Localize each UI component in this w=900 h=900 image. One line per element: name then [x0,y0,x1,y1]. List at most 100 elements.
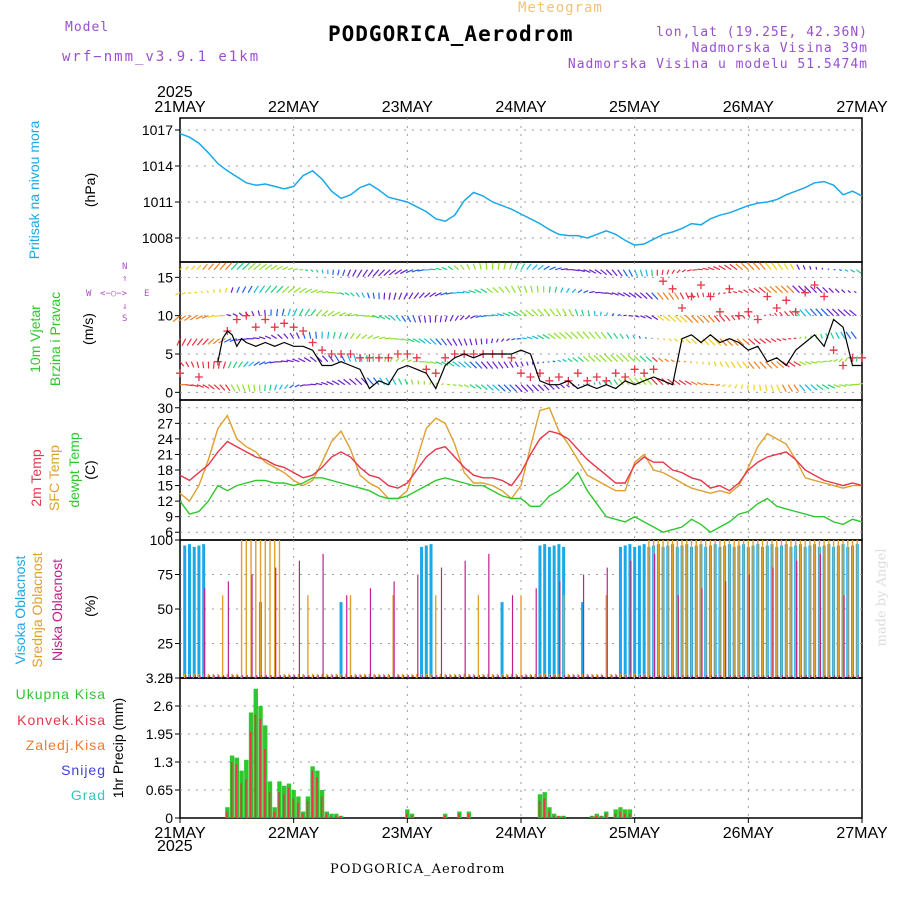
wind-vector [554,267,562,271]
wind-vector [690,381,698,386]
wind-vector [435,361,443,366]
cloud-low-bar [762,675,765,678]
cloud-mid-bar [771,540,773,678]
wind-vector [458,361,466,368]
wind-vector [466,264,471,270]
wind-vector [594,331,602,340]
wind-vector [733,290,738,294]
wind-vector [639,292,648,300]
cloud-mid-bar [468,673,470,678]
cloud-mid-bar [809,540,811,678]
cloud-low-bar [365,675,367,678]
wind-vector [383,269,391,276]
cloud-low-bar [322,553,324,678]
wind-vector [774,312,778,317]
wind-vector [299,384,306,387]
wind-vector [517,285,522,293]
gust-marker [431,369,440,378]
wind-vector [486,361,494,370]
cloud-mid-bar [330,673,333,678]
cloud-mid-bar [747,540,750,678]
cloud-mid-bar [615,673,617,678]
ytick-label-precip: 1.95 [146,726,173,742]
wind-vector [600,269,608,276]
wind-vector [735,263,744,271]
wind-vector [452,384,457,387]
ytick-label-temperature: 18 [157,462,173,478]
cloud-low-bar [810,675,812,678]
cloud-mid-bar [766,540,768,678]
cloud-low-bar [564,675,566,678]
year-top: 2025 [157,84,193,101]
wind-vector [764,384,768,392]
cloud-mid-bar [847,540,849,678]
ytick-label-pressure: 1017 [142,122,173,138]
cloud-mid-bar [292,673,295,678]
cloud-low-bar [331,675,334,678]
footer-station: PODGORICA_Aerodrom [330,862,506,877]
gust-marker [829,346,838,355]
wind-vector [214,315,220,318]
wind-vector [627,354,636,363]
wind-vector [531,361,534,365]
wind-vector [338,312,347,317]
wind-vector [196,264,202,271]
cloud-mid-bar [529,673,532,678]
cloud-mid-bar [207,673,210,678]
wind-vector [557,359,562,363]
cloud-low-bar [185,675,187,678]
wind-vector [372,269,380,277]
cloud-mid-bar [832,540,835,678]
cloud-high-bar [623,545,627,678]
cloud-low-bar [805,675,807,678]
wind-vector [728,384,732,388]
wind-vector [577,269,585,273]
wind-vector [460,264,465,271]
wind-vector [605,312,609,316]
precip-convective-bar [292,798,295,818]
wind-vector [434,292,442,297]
gust-marker [554,373,563,381]
wind-vector [184,315,192,322]
wind-vector [469,384,476,389]
wind-vector [229,338,238,343]
wind-vector [691,338,698,345]
wind-vector [444,315,448,322]
gust-marker [337,350,346,358]
wind-vector [452,361,461,368]
compass-s: S [122,314,128,324]
wind-vector [412,338,421,344]
cloud-mid-bar [420,673,423,678]
wind-vector [634,292,642,299]
cloud-mid-bar [453,673,456,678]
cloud-high-bar [628,544,632,678]
wind-vector [463,338,468,346]
cloud-low-bar [412,675,414,678]
cloud-mid-bar [695,540,697,678]
cloud-mid-bar [591,673,593,678]
cloud-low-bar [459,675,462,678]
wind-vector [196,338,204,346]
wind-vector [758,262,766,271]
gust-marker [355,353,364,362]
cloud-mid-bar [548,673,551,678]
wind-vector [511,285,516,293]
gust-marker [365,353,374,362]
cloud-mid-bar [813,540,816,678]
cloud-low-bar [227,581,229,678]
wind-vector [316,290,324,294]
wind-vector [560,287,564,293]
cloud-low-bar [767,675,769,678]
cloud-mid-bar [823,540,825,678]
wind-vector [562,308,567,316]
wind-vector [441,266,448,271]
wind-vector [664,358,670,363]
wind-vector [472,263,477,270]
gust-marker [725,284,734,293]
cloud-low-bar [535,588,537,678]
gust-marker [327,350,336,358]
wind-vector [334,354,340,362]
cloud-mid-bar [709,540,712,678]
wind-vector [691,315,699,324]
wind-vector [583,269,591,273]
